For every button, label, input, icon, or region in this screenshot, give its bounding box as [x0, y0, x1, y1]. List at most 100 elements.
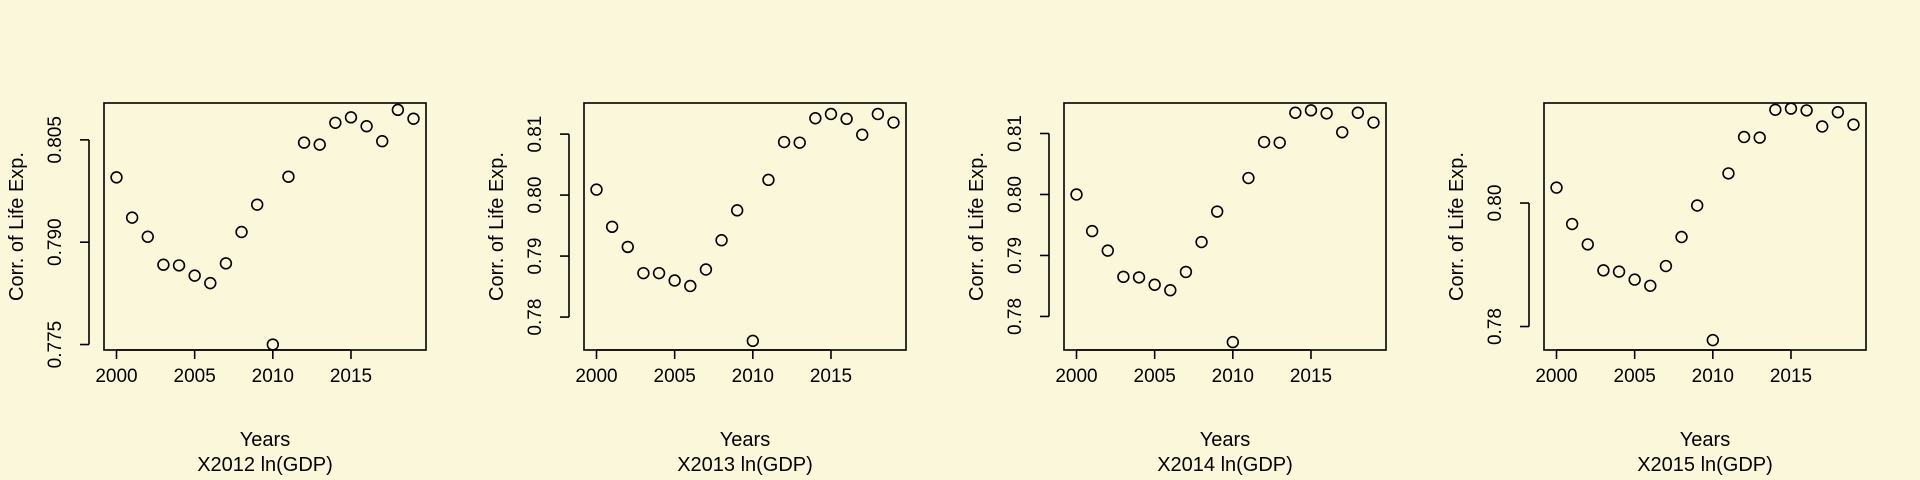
data-point [1675, 230, 1688, 244]
data-point [1800, 104, 1813, 117]
chart-panel-2: 2000 2005 2010 2015 0.78 0.79 0.80 0.81 Corr. of… [486, 102, 907, 476]
data-point [204, 276, 217, 290]
chart-subtitle: X2012 ln(GDP) [197, 454, 333, 476]
data-point [407, 112, 420, 125]
y-tick-label: 0.79 [525, 238, 546, 275]
data-point [157, 258, 170, 271]
data-point [1085, 224, 1099, 238]
data-point [297, 136, 311, 149]
data-point [1257, 135, 1271, 149]
x-tick-label: 2000 [1055, 366, 1097, 387]
x-tick-label: 2005 [654, 366, 696, 387]
data-point [141, 230, 154, 243]
x-tick-label: 2015 [810, 366, 852, 387]
data-point [188, 269, 201, 282]
data-point [887, 116, 900, 129]
x-axis-title: Years [1200, 429, 1250, 451]
x-tick-label: 2015 [1290, 366, 1332, 387]
data-point [1550, 181, 1563, 194]
data-point [621, 240, 634, 254]
data-point [777, 135, 791, 149]
data-point [1816, 120, 1829, 133]
data-point [1597, 264, 1610, 277]
x-tick-label: 2010 [252, 366, 294, 387]
data-point [684, 279, 697, 293]
y-axis-title: Corr. of Life Exp. [1446, 152, 1468, 301]
data-point [1101, 244, 1114, 257]
data-point [1070, 188, 1083, 201]
data-point [1659, 259, 1673, 273]
data-point [219, 257, 233, 270]
data-point [1722, 167, 1735, 180]
data-point [605, 220, 619, 234]
x-tick-label: 2010 [1692, 366, 1734, 387]
x-tick-label: 2005 [174, 366, 216, 387]
data-point [1753, 131, 1766, 144]
data-point [110, 171, 123, 184]
data-point [762, 173, 775, 187]
data-point [282, 170, 295, 183]
data-point [391, 103, 405, 117]
data-point [809, 112, 822, 125]
y-axis-title: Corr. of Life Exp. [966, 152, 988, 301]
data-point [1179, 265, 1193, 279]
data-point [1226, 335, 1240, 349]
data-point [856, 128, 869, 141]
data-point [1847, 118, 1860, 131]
data-point [1628, 273, 1641, 286]
data-point [1367, 116, 1380, 129]
x-tick-label: 2010 [732, 366, 774, 387]
data-point [1320, 107, 1333, 120]
data-point [250, 198, 264, 211]
data-point [329, 116, 342, 129]
data-point [637, 266, 650, 280]
data-point [840, 112, 853, 126]
x-tick-label: 2000 [1535, 366, 1577, 387]
chart-subtitle: X2015 ln(GDP) [1637, 454, 1773, 476]
plot-frame [583, 102, 907, 351]
data-point [1581, 238, 1594, 251]
chart-panel-1: 2000 2005 2010 2015 0.775 0.790 0.805 Corr. of … [6, 102, 427, 476]
chart-panel-3: 2000 2005 2010 2015 0.78 0.79 0.80 0.81 Corr. of… [966, 102, 1387, 476]
y-tick-label: 0.79 [1005, 237, 1026, 274]
data-point [1737, 130, 1751, 144]
data-point [360, 119, 373, 133]
data-point [172, 259, 186, 272]
data-point [871, 107, 885, 121]
data-point [344, 111, 358, 124]
data-point [1304, 104, 1318, 117]
y-tick-label: 0.78 [1485, 308, 1506, 345]
y-tick-label: 0.790 [45, 218, 66, 266]
data-point [1164, 284, 1177, 297]
x-axis-title: Years [240, 429, 290, 451]
y-tick-label: 0.78 [1005, 298, 1026, 335]
y-tick-label: 0.78 [525, 299, 546, 336]
chart-panel-4: 2000 2005 2010 2015 0.78 0.80 Corr. of Life Ex… [1446, 102, 1867, 476]
x-tick-label: 2010 [1212, 366, 1254, 387]
x-tick-label: 2005 [1614, 366, 1656, 387]
data-point [1351, 106, 1365, 119]
data-point [1612, 265, 1626, 278]
data-point [1784, 102, 1798, 115]
y-tick-label: 0.80 [1005, 176, 1026, 213]
y-tick-label: 0.80 [1485, 185, 1506, 222]
data-point [668, 274, 681, 287]
data-point [1242, 171, 1255, 185]
x-tick-label: 2000 [575, 366, 617, 387]
data-point [1289, 106, 1302, 119]
data-point [730, 204, 744, 217]
data-point [1148, 278, 1161, 291]
data-point [1210, 205, 1224, 218]
x-tick-label: 2015 [330, 366, 372, 387]
x-axis-title: Years [720, 429, 770, 451]
chart-subtitle: X2013 ln(GDP) [677, 454, 813, 476]
y-tick-label: 0.80 [525, 177, 546, 214]
y-axis-title: Corr. of Life Exp. [486, 152, 508, 301]
data-point [590, 183, 603, 196]
data-point [235, 225, 248, 239]
x-tick-label: 2005 [1134, 366, 1176, 387]
data-point [1117, 270, 1130, 284]
data-point [715, 234, 728, 247]
data-point [376, 135, 389, 148]
